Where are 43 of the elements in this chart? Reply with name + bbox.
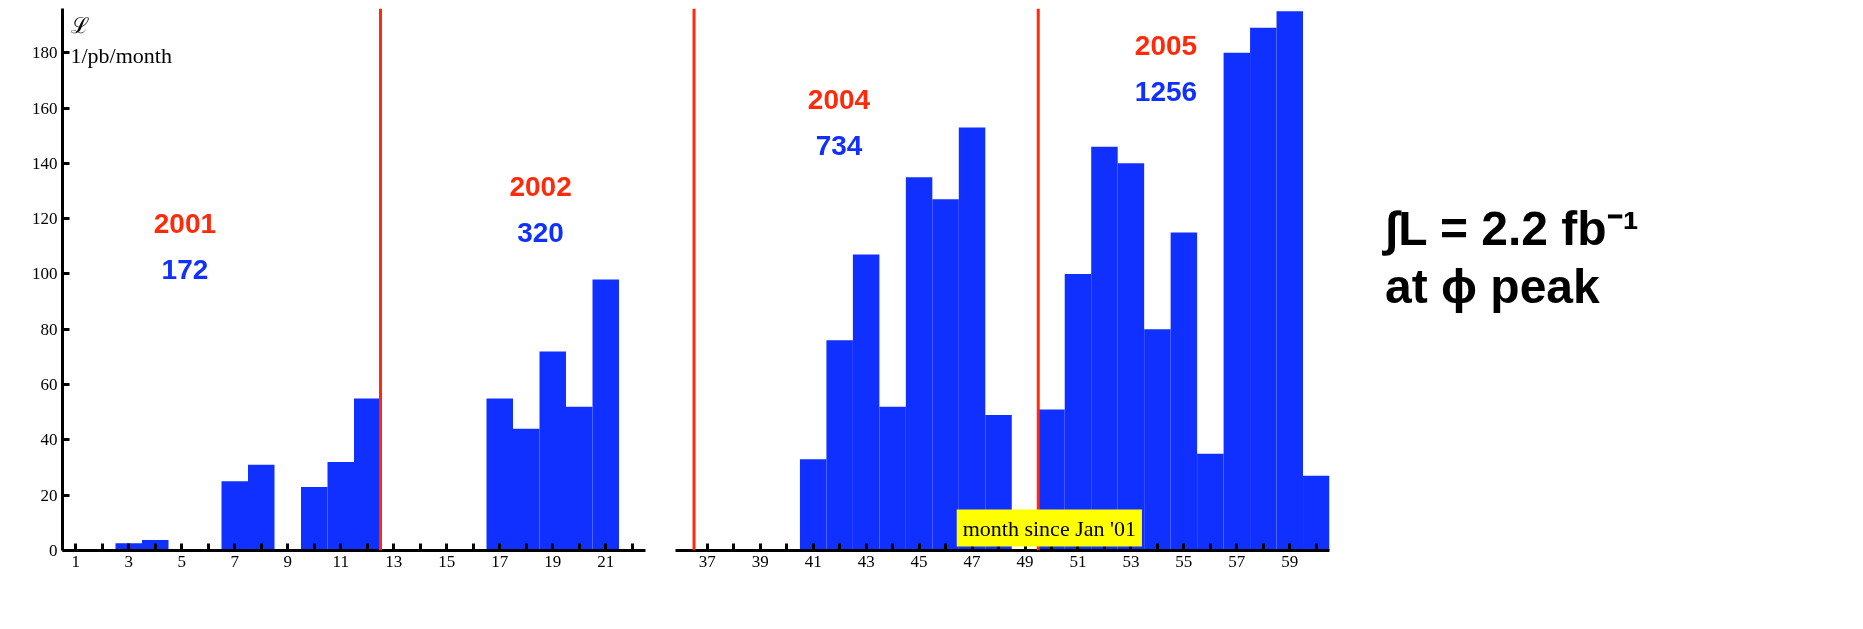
x-tick-label: 17 xyxy=(491,551,509,571)
x-tick-label: 15 xyxy=(438,551,456,571)
x-tick-label: 7 xyxy=(230,551,240,571)
annotation: 320 xyxy=(517,216,564,248)
annotation: 172 xyxy=(161,254,209,286)
x-tick-label: 43 xyxy=(857,551,875,571)
y-tick-label: 180 xyxy=(32,43,58,63)
x-tick-label: 3 xyxy=(124,551,133,571)
x-tick-label: 41 xyxy=(804,551,822,571)
x-tick-label: 49 xyxy=(1016,551,1034,571)
x-axis-title: month since Jan '01 xyxy=(962,515,1136,541)
annotation: 2004 xyxy=(807,83,871,115)
x-tick-label: 59 xyxy=(1281,551,1299,571)
x-tick-label: 9 xyxy=(283,551,292,571)
x-tick-label: 57 xyxy=(1228,551,1246,571)
y-tick-label: 120 xyxy=(32,209,58,229)
y-tick-label: 140 xyxy=(32,153,58,173)
x-tick-label: 19 xyxy=(544,551,562,571)
y-tick-label: 80 xyxy=(40,319,58,339)
x-tick-label: 51 xyxy=(1069,551,1087,571)
y-tick-label: 160 xyxy=(32,98,58,118)
x-tick-label: 55 xyxy=(1175,551,1193,571)
x-tick-label: 45 xyxy=(910,551,928,571)
x-tick-label: 1 xyxy=(71,551,80,571)
annotation: 2001 xyxy=(153,208,217,240)
y-tick-label: 20 xyxy=(40,485,58,505)
annotation: 734 xyxy=(815,129,863,161)
x-tick-label: 53 xyxy=(1122,551,1140,571)
y-tick-label: 60 xyxy=(40,375,58,395)
y-tick-label: 100 xyxy=(32,264,58,284)
x-tick-label: 47 xyxy=(963,551,982,571)
x-tick-label: 13 xyxy=(385,551,403,571)
x-tick-label: 21 xyxy=(597,551,615,571)
annotation: 1256 xyxy=(1134,75,1198,107)
annotation: 2002 xyxy=(509,170,572,202)
x-tick-label: 11 xyxy=(332,551,349,571)
x-tick-label: 5 xyxy=(177,551,186,571)
x-tick-label: 37 xyxy=(698,551,717,571)
y-tick-label: 0 xyxy=(49,541,58,560)
x-tick-label: 39 xyxy=(751,551,769,571)
y-tick-label: 40 xyxy=(40,430,58,450)
y-axis-title: ℒ 1/pb/month xyxy=(70,12,172,68)
annotation: 2005 xyxy=(1134,29,1198,61)
